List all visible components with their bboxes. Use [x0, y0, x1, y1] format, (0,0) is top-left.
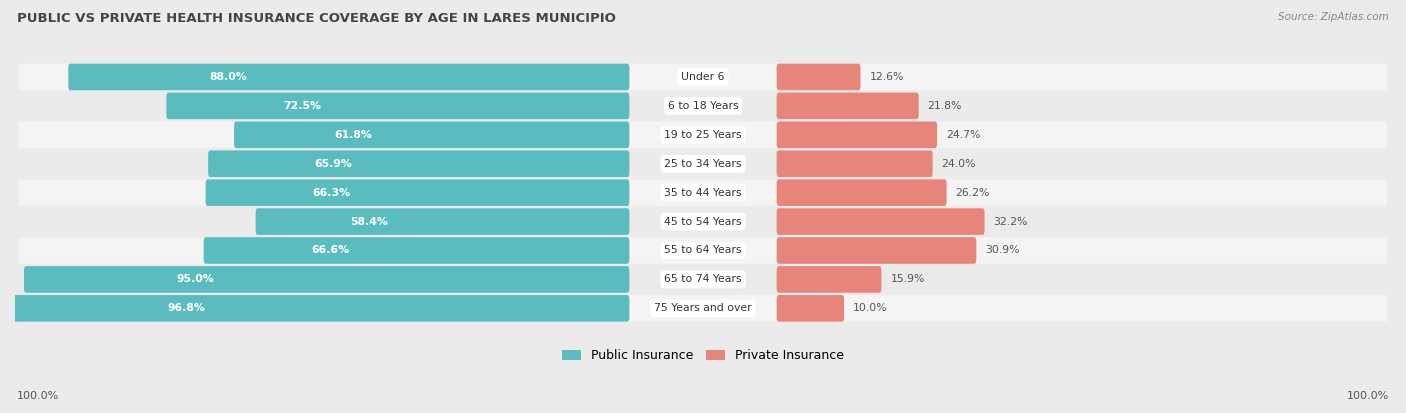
FancyBboxPatch shape	[208, 150, 630, 177]
Text: 100.0%: 100.0%	[17, 391, 59, 401]
Text: 72.5%: 72.5%	[283, 101, 321, 111]
FancyBboxPatch shape	[18, 150, 1388, 177]
FancyBboxPatch shape	[256, 208, 630, 235]
FancyBboxPatch shape	[776, 295, 844, 322]
Text: 66.3%: 66.3%	[312, 188, 350, 198]
FancyBboxPatch shape	[776, 150, 932, 177]
Text: 10.0%: 10.0%	[853, 303, 887, 313]
FancyBboxPatch shape	[204, 237, 630, 264]
Text: 96.8%: 96.8%	[167, 303, 205, 313]
FancyBboxPatch shape	[18, 121, 1388, 148]
FancyBboxPatch shape	[18, 295, 1388, 322]
FancyBboxPatch shape	[13, 295, 630, 322]
FancyBboxPatch shape	[24, 266, 630, 293]
Text: PUBLIC VS PRIVATE HEALTH INSURANCE COVERAGE BY AGE IN LARES MUNICIPIO: PUBLIC VS PRIVATE HEALTH INSURANCE COVER…	[17, 12, 616, 25]
Legend: Public Insurance, Private Insurance: Public Insurance, Private Insurance	[557, 344, 849, 367]
Text: 65 to 74 Years: 65 to 74 Years	[664, 274, 742, 285]
FancyBboxPatch shape	[18, 208, 1388, 235]
Text: 61.8%: 61.8%	[335, 130, 371, 140]
Text: 35 to 44 Years: 35 to 44 Years	[664, 188, 742, 198]
Text: 55 to 64 Years: 55 to 64 Years	[664, 245, 742, 256]
FancyBboxPatch shape	[233, 121, 630, 148]
FancyBboxPatch shape	[166, 93, 630, 119]
Text: 21.8%: 21.8%	[928, 101, 962, 111]
Text: 6 to 18 Years: 6 to 18 Years	[668, 101, 738, 111]
Text: 65.9%: 65.9%	[315, 159, 353, 169]
FancyBboxPatch shape	[18, 64, 1388, 90]
FancyBboxPatch shape	[18, 179, 1388, 206]
Text: 66.6%: 66.6%	[311, 245, 349, 256]
Text: 12.6%: 12.6%	[869, 72, 904, 82]
FancyBboxPatch shape	[776, 266, 882, 293]
FancyBboxPatch shape	[776, 237, 976, 264]
FancyBboxPatch shape	[776, 179, 946, 206]
Text: Source: ZipAtlas.com: Source: ZipAtlas.com	[1278, 12, 1389, 22]
Text: 32.2%: 32.2%	[994, 216, 1028, 227]
Text: Under 6: Under 6	[682, 72, 724, 82]
Text: 26.2%: 26.2%	[956, 188, 990, 198]
Text: 30.9%: 30.9%	[986, 245, 1019, 256]
FancyBboxPatch shape	[18, 93, 1388, 119]
Text: 25 to 34 Years: 25 to 34 Years	[664, 159, 742, 169]
Text: 100.0%: 100.0%	[1347, 391, 1389, 401]
FancyBboxPatch shape	[69, 64, 630, 90]
FancyBboxPatch shape	[776, 121, 936, 148]
Text: 45 to 54 Years: 45 to 54 Years	[664, 216, 742, 227]
Text: 95.0%: 95.0%	[176, 274, 214, 285]
Text: 24.7%: 24.7%	[946, 130, 980, 140]
Text: 15.9%: 15.9%	[890, 274, 925, 285]
FancyBboxPatch shape	[776, 93, 918, 119]
FancyBboxPatch shape	[776, 64, 860, 90]
FancyBboxPatch shape	[776, 208, 984, 235]
Text: 58.4%: 58.4%	[350, 216, 388, 227]
Text: 88.0%: 88.0%	[209, 72, 247, 82]
FancyBboxPatch shape	[18, 237, 1388, 264]
FancyBboxPatch shape	[18, 266, 1388, 293]
FancyBboxPatch shape	[205, 179, 630, 206]
Text: 75 Years and over: 75 Years and over	[654, 303, 752, 313]
Text: 19 to 25 Years: 19 to 25 Years	[664, 130, 742, 140]
Text: 24.0%: 24.0%	[942, 159, 976, 169]
